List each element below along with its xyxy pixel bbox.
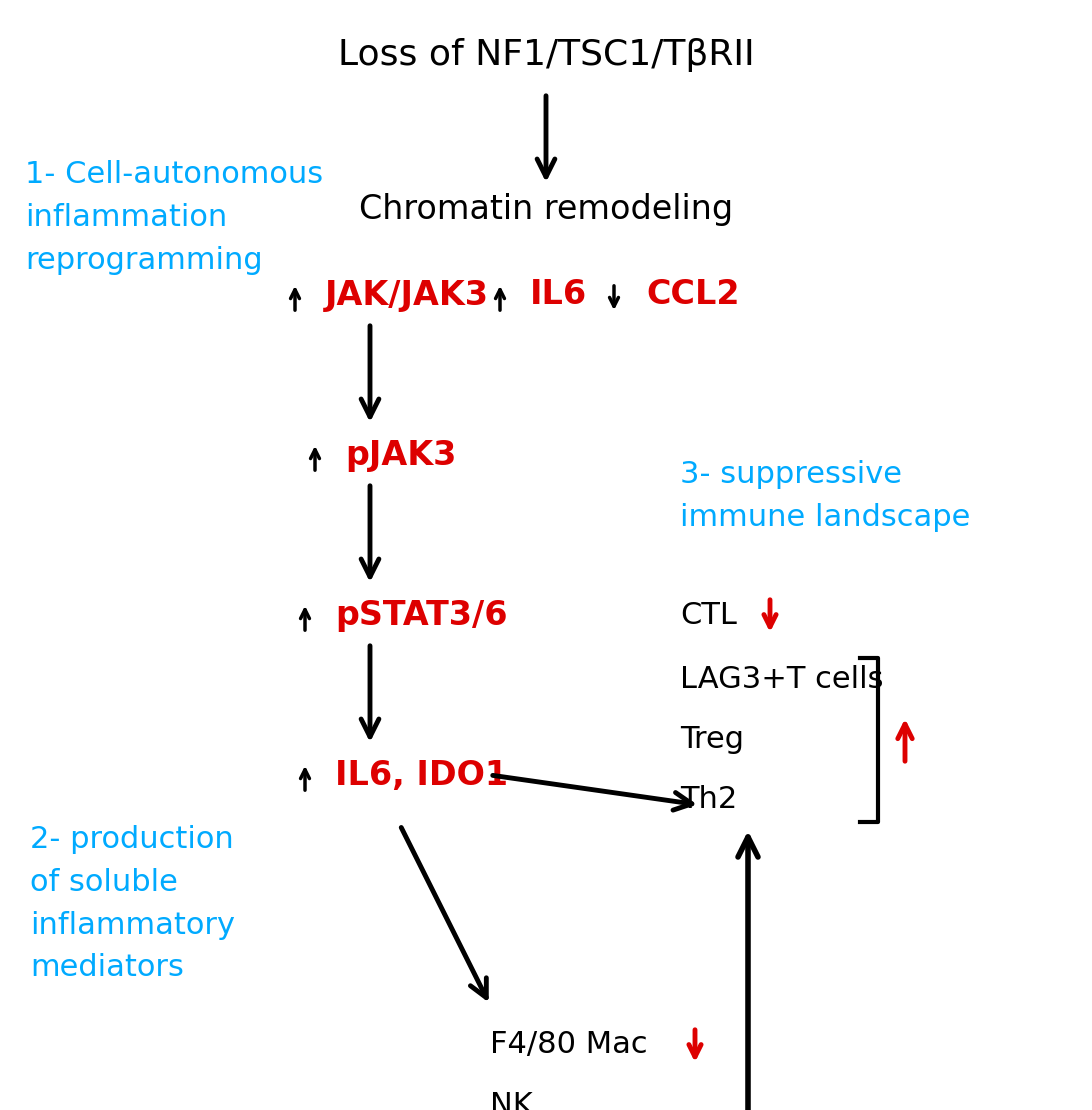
- Text: pSTAT3/6: pSTAT3/6: [335, 598, 508, 632]
- Text: CTL: CTL: [680, 601, 737, 629]
- Text: Loss of NF1/TSC1/TβRII: Loss of NF1/TSC1/TβRII: [337, 38, 755, 72]
- Text: IL6: IL6: [530, 279, 587, 312]
- Text: 2- production
of soluble
inflammatory
mediators: 2- production of soluble inflammatory me…: [29, 825, 235, 982]
- Text: JAK/JAK3: JAK/JAK3: [325, 279, 489, 312]
- Text: CCL2: CCL2: [646, 279, 739, 312]
- Text: Chromatin remodeling: Chromatin remodeling: [359, 193, 733, 226]
- Text: Th2: Th2: [680, 786, 737, 815]
- Text: 3- suppressive
immune landscape: 3- suppressive immune landscape: [680, 460, 971, 532]
- Text: LAG3+T cells: LAG3+T cells: [680, 666, 883, 695]
- Text: IL6, IDO1: IL6, IDO1: [335, 758, 508, 791]
- Text: Treg: Treg: [680, 726, 744, 755]
- Text: F4/80 Mac: F4/80 Mac: [490, 1030, 648, 1060]
- Text: NK: NK: [490, 1090, 533, 1110]
- Text: 1- Cell-autonomous
inflammation
reprogramming: 1- Cell-autonomous inflammation reprogra…: [25, 160, 323, 274]
- Text: pJAK3: pJAK3: [345, 438, 456, 472]
